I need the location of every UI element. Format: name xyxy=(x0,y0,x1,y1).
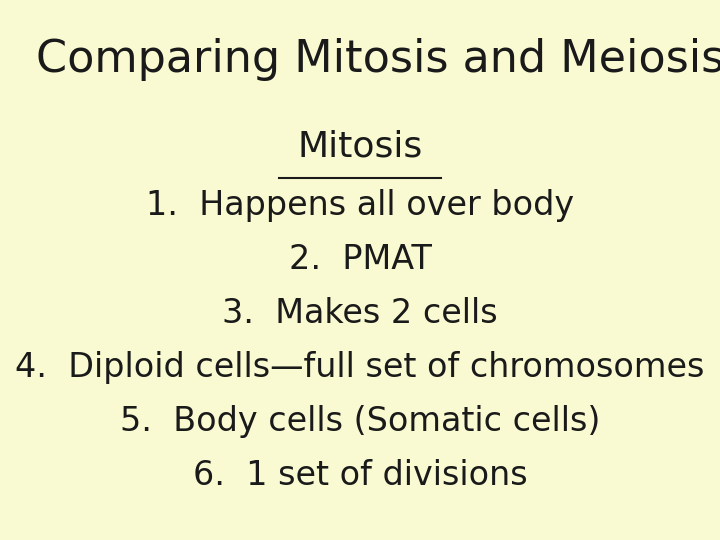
Text: 6.  1 set of divisions: 6. 1 set of divisions xyxy=(193,459,527,492)
Text: Mitosis: Mitosis xyxy=(297,130,423,164)
Text: 1.  Happens all over body: 1. Happens all over body xyxy=(146,189,574,222)
Text: 2.  PMAT: 2. PMAT xyxy=(289,243,431,276)
Text: 5.  Body cells (Somatic cells): 5. Body cells (Somatic cells) xyxy=(120,405,600,438)
Text: Comparing Mitosis and Meiosis: Comparing Mitosis and Meiosis xyxy=(36,38,720,81)
Text: 4.  Diploid cells—full set of chromosomes: 4. Diploid cells—full set of chromosomes xyxy=(15,351,705,384)
Text: 3.  Makes 2 cells: 3. Makes 2 cells xyxy=(222,297,498,330)
